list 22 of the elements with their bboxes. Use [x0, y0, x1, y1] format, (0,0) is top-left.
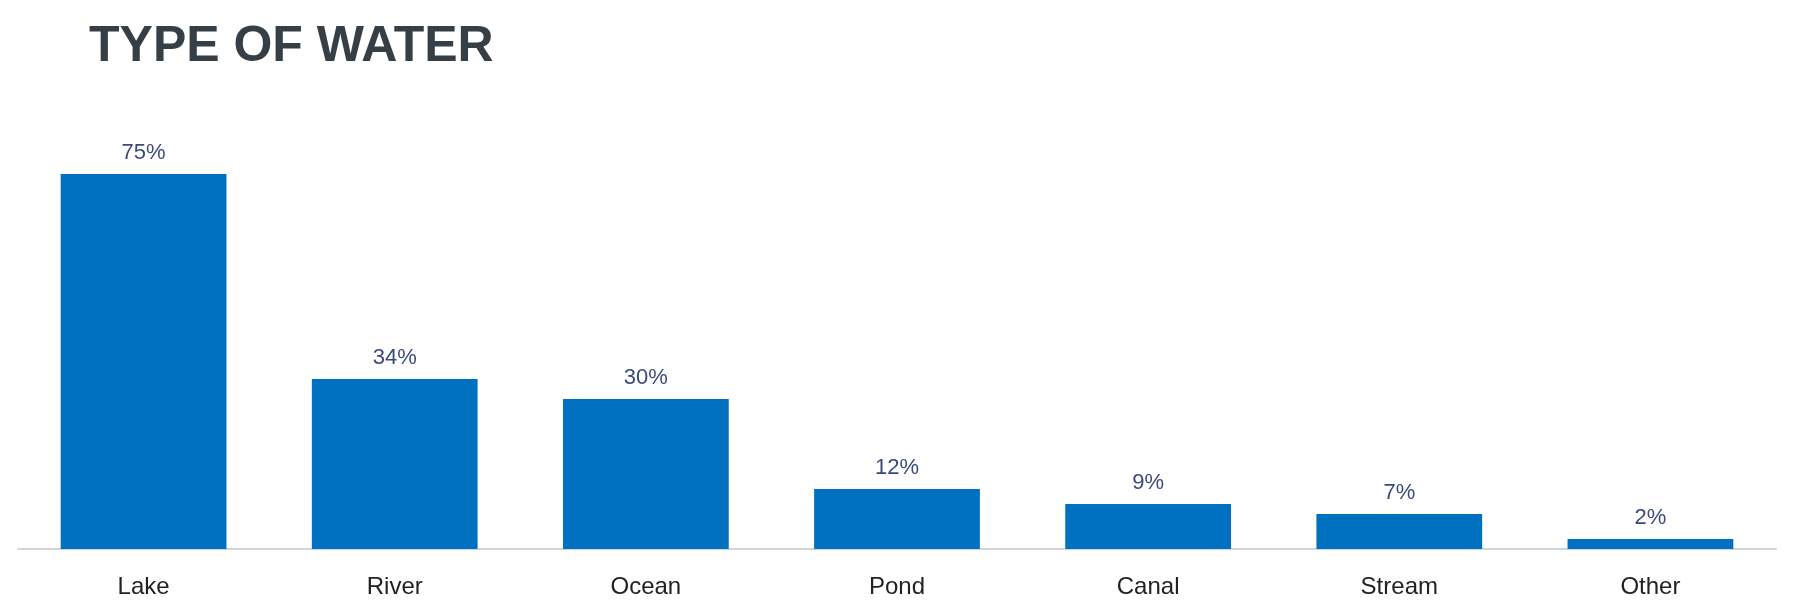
x-tick-label: River [366, 571, 423, 599]
data-label: 7% [1383, 478, 1416, 504]
data-label: 12% [874, 453, 920, 479]
data-label: 34% [372, 343, 417, 369]
bar [814, 489, 980, 549]
x-tick-label: Pond [868, 571, 926, 599]
bar [1567, 539, 1734, 549]
x-tick-label: Lake [117, 571, 170, 599]
data-label: 75% [121, 138, 166, 164]
bar [1316, 514, 1483, 549]
data-label: 30% [623, 363, 668, 389]
bar [562, 399, 729, 549]
x-tick-label: Other [1620, 571, 1681, 599]
bar [1065, 504, 1232, 549]
data-label: 2% [1634, 503, 1667, 529]
bar [60, 174, 227, 549]
data-label: 9% [1132, 468, 1165, 494]
bar [311, 379, 478, 549]
chart-title: TYPE OF WATER [89, 16, 494, 72]
x-tick-label: Canal [1116, 571, 1180, 599]
x-tick-label: Stream [1360, 571, 1438, 599]
x-tick-label: Ocean [610, 571, 682, 599]
